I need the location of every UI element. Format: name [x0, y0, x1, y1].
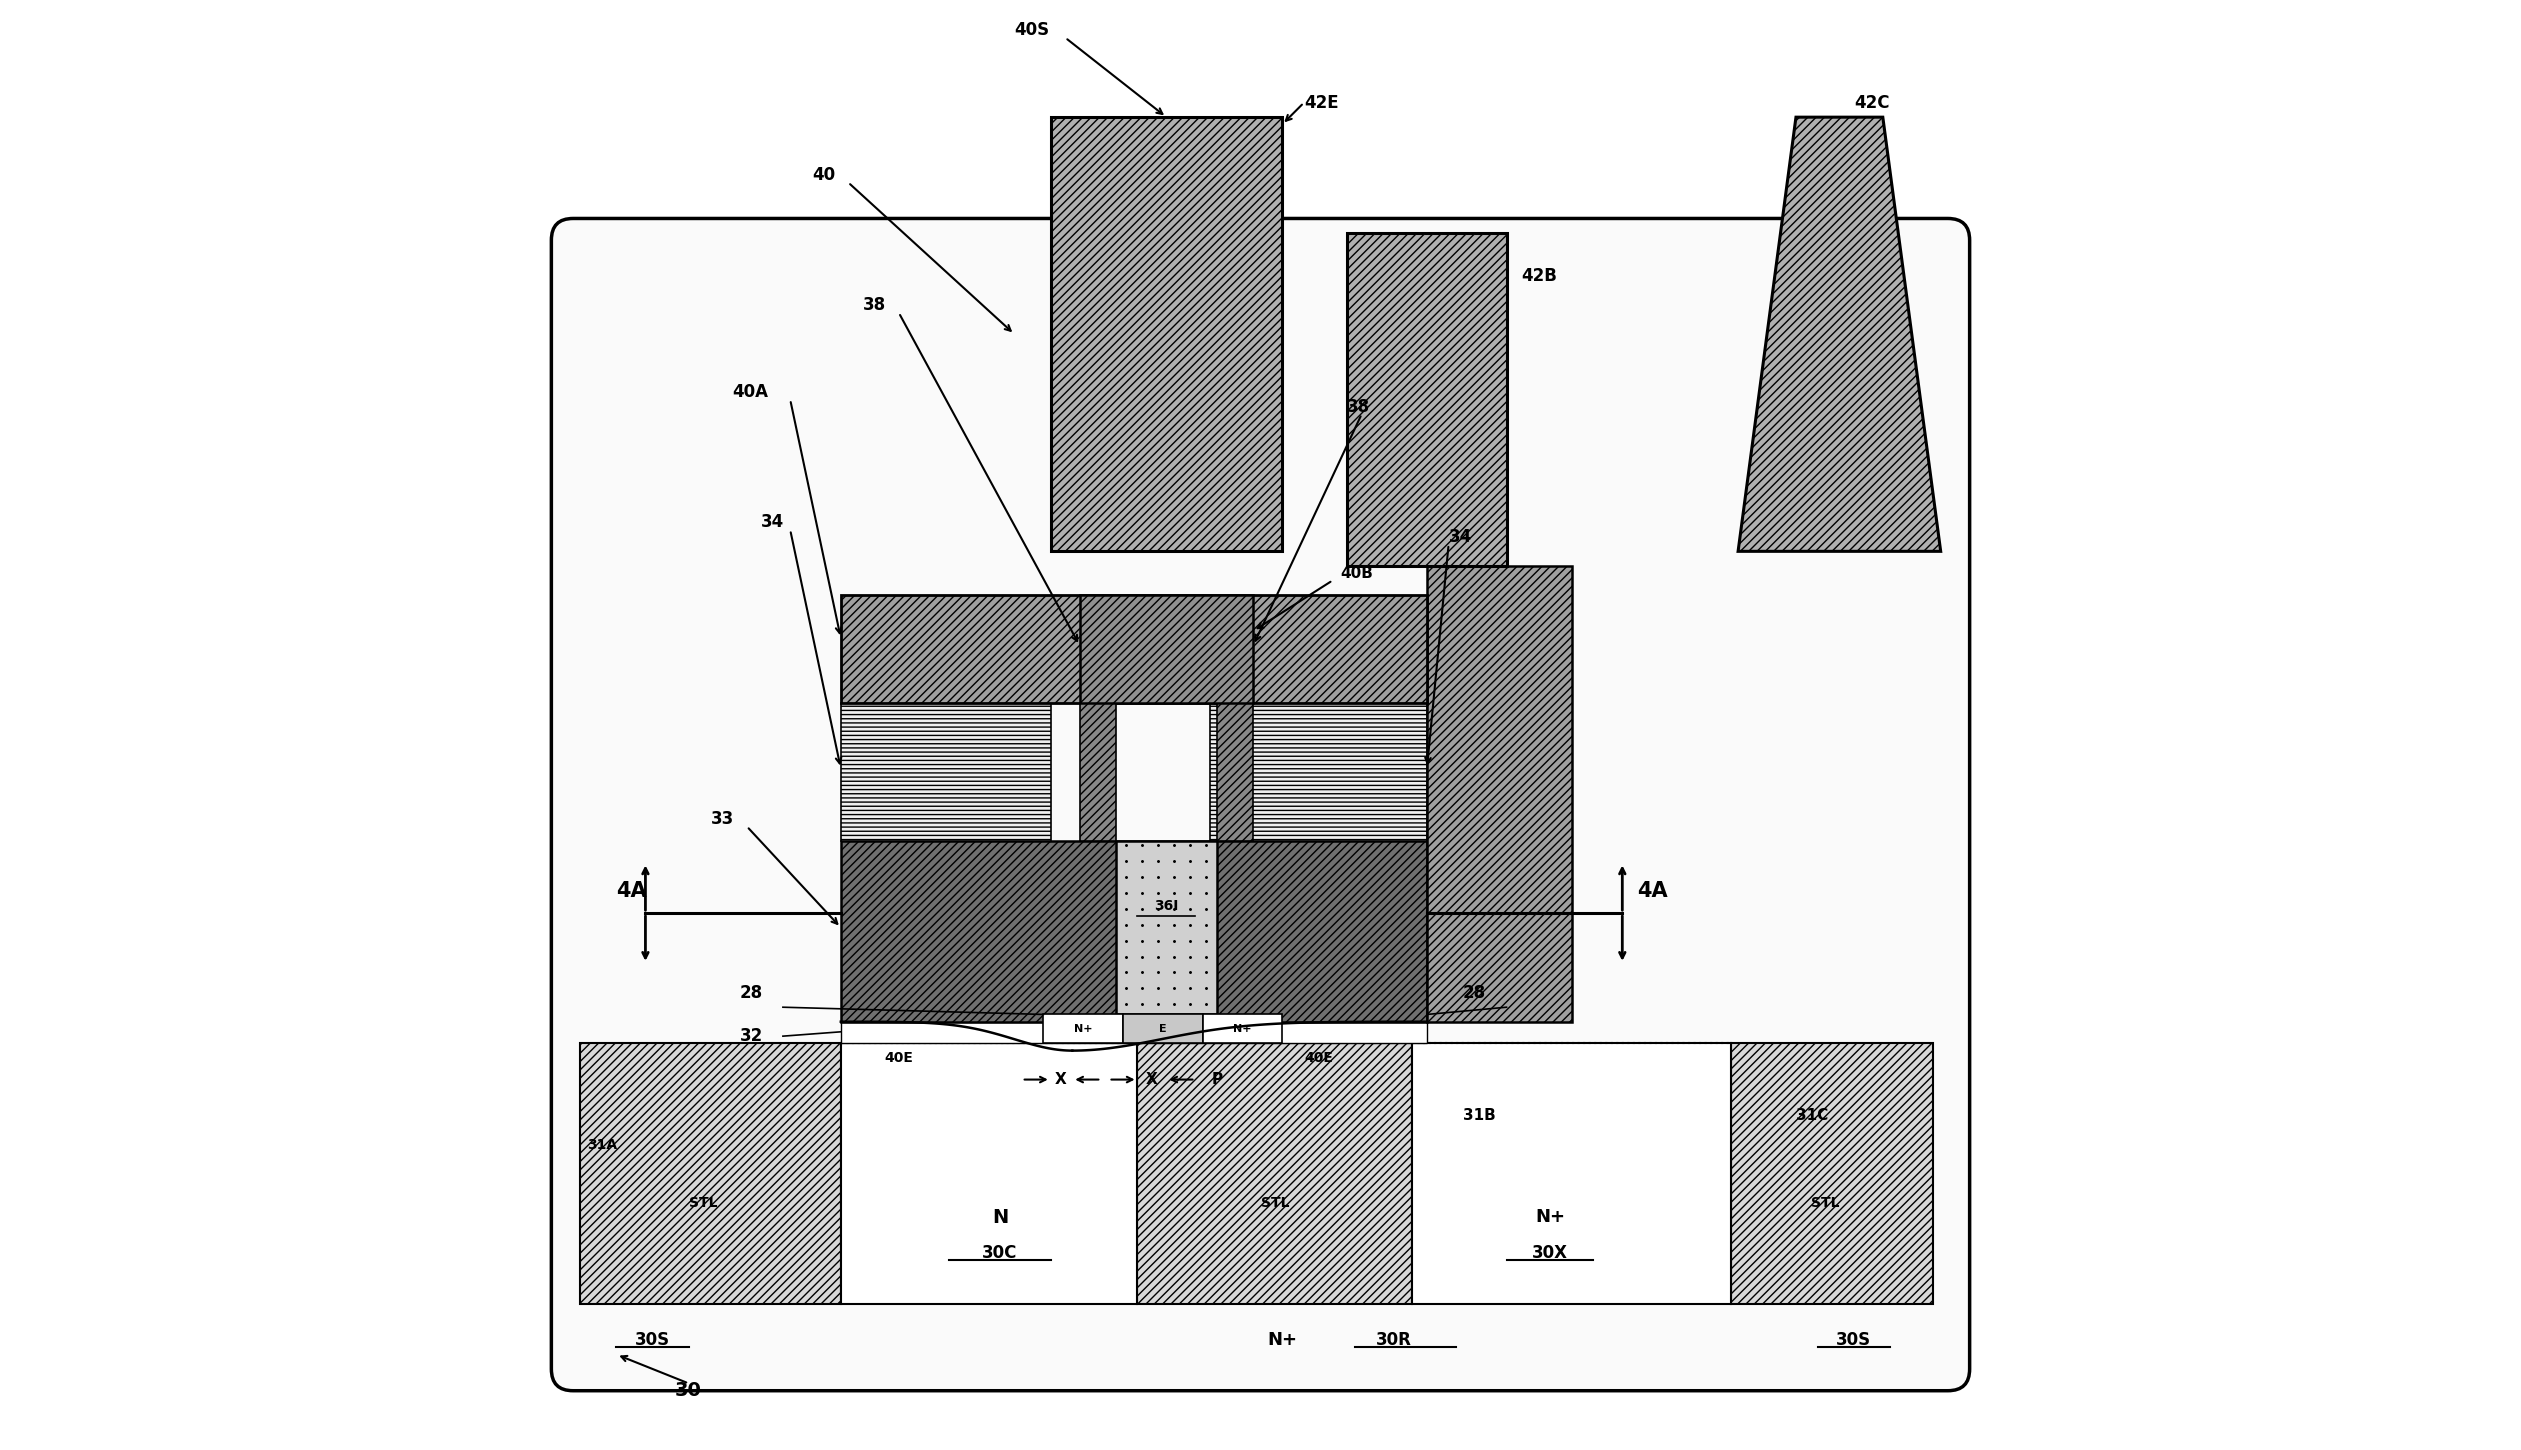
Text: P: P [1213, 1072, 1223, 1088]
Text: 28: 28 [1462, 983, 1487, 1002]
Text: 30C: 30C [983, 1244, 1018, 1263]
Text: 38: 38 [1346, 397, 1371, 416]
Text: N+: N+ [1074, 1024, 1092, 1034]
Bar [842, 841, 1427, 1022]
Text: STL: STL [1260, 1196, 1288, 1209]
Bar [842, 1022, 1427, 1044]
Text: 40E: 40E [885, 1051, 913, 1064]
Polygon shape [1737, 117, 1941, 551]
FancyBboxPatch shape [552, 219, 1969, 1391]
Text: 36I: 36I [1155, 899, 1180, 914]
Bar [1137, 1044, 1412, 1304]
Text: N+: N+ [1268, 1331, 1298, 1349]
Bar [1117, 841, 1218, 1015]
Text: 33: 33 [711, 811, 734, 828]
Text: 40S: 40S [1013, 22, 1049, 39]
Text: 30R: 30R [1376, 1331, 1412, 1349]
Bar [580, 1044, 842, 1304]
Bar [1210, 703, 1427, 841]
Text: 38: 38 [862, 296, 885, 315]
Text: 42B: 42B [1520, 267, 1558, 286]
Bar [1079, 703, 1117, 841]
Text: STL: STL [688, 1196, 718, 1209]
Bar [1122, 1015, 1203, 1044]
Text: STL: STL [1810, 1196, 1840, 1209]
Text: 30S: 30S [1835, 1331, 1871, 1349]
Text: 30: 30 [676, 1382, 701, 1401]
Text: 40E: 40E [1303, 1051, 1334, 1064]
Bar [842, 1044, 1137, 1304]
Text: 30X: 30X [1533, 1244, 1568, 1263]
Text: X: X [1147, 1072, 1157, 1088]
Bar [1412, 1044, 1732, 1304]
Text: 31B: 31B [1462, 1108, 1495, 1124]
Text: 28: 28 [739, 983, 764, 1002]
Bar [1218, 703, 1253, 841]
Text: 40A: 40A [731, 383, 769, 402]
Text: N: N [991, 1208, 1008, 1227]
Bar [1051, 117, 1283, 551]
Text: 30S: 30S [635, 1331, 671, 1349]
Text: 31C: 31C [1795, 1108, 1828, 1124]
Bar [842, 703, 1051, 841]
Bar [1079, 594, 1253, 703]
Bar [1044, 1015, 1122, 1044]
Text: 40: 40 [812, 167, 834, 184]
Text: N+: N+ [1535, 1208, 1566, 1227]
Text: 42E: 42E [1303, 94, 1339, 112]
Text: 31A: 31A [587, 1138, 618, 1151]
Bar [842, 594, 1427, 703]
Bar [1346, 233, 1508, 566]
Text: 4A: 4A [618, 882, 648, 902]
Text: 34: 34 [761, 513, 784, 531]
Bar [1427, 566, 1571, 1022]
Text: 40B: 40B [1341, 566, 1374, 580]
Text: 42C: 42C [1853, 94, 1888, 112]
Text: X: X [1054, 1072, 1066, 1088]
Bar [1203, 1015, 1283, 1044]
Text: 34: 34 [1450, 528, 1472, 545]
Text: E: E [1160, 1024, 1167, 1034]
Bar [1732, 1044, 1934, 1304]
Text: N+: N+ [1233, 1024, 1250, 1034]
Text: 32: 32 [739, 1027, 764, 1045]
Text: 4A: 4A [1636, 882, 1666, 902]
